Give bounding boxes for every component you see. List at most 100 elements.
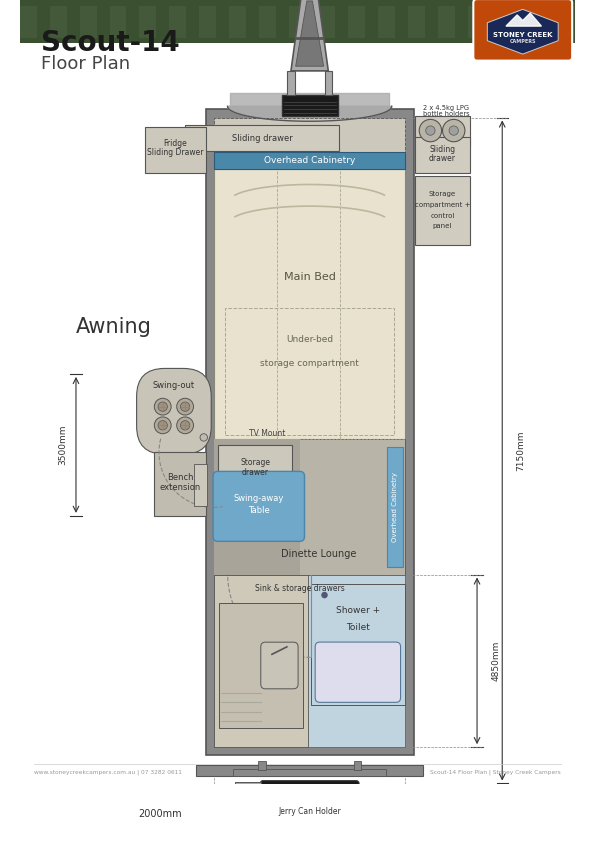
Bar: [218, 445, 292, 494]
Bar: [196, 764, 423, 776]
FancyBboxPatch shape: [260, 780, 359, 807]
Bar: [259, 6, 275, 38]
Text: storage compartment: storage compartment: [260, 359, 359, 368]
Bar: [558, 6, 574, 38]
Bar: [348, 6, 365, 38]
FancyBboxPatch shape: [315, 642, 400, 702]
Bar: [438, 6, 455, 38]
Text: 3500mm: 3500mm: [58, 425, 67, 465]
Bar: [497, 6, 514, 38]
Bar: [287, 71, 295, 95]
Text: 7150mm: 7150mm: [516, 431, 525, 471]
FancyBboxPatch shape: [213, 472, 305, 542]
Circle shape: [443, 119, 465, 142]
Text: Floor Plan: Floor Plan: [40, 55, 130, 73]
Text: Sliding: Sliding: [430, 145, 456, 154]
Text: 2000mm: 2000mm: [139, 809, 182, 819]
Text: Overhead Cabinetry: Overhead Cabinetry: [264, 156, 355, 165]
Circle shape: [200, 434, 208, 442]
Text: Sliding Drawer: Sliding Drawer: [147, 149, 203, 157]
Circle shape: [449, 126, 458, 135]
Bar: [219, 602, 303, 728]
Text: 2 x 4.5kg LPG: 2 x 4.5kg LPG: [423, 105, 469, 111]
Text: Awning: Awning: [76, 317, 151, 337]
Bar: [139, 6, 156, 38]
Text: STONEY CREEK: STONEY CREEK: [493, 31, 553, 38]
Text: CAMPERS: CAMPERS: [509, 40, 536, 45]
Bar: [468, 6, 484, 38]
Bar: [229, 6, 246, 38]
Bar: [214, 118, 405, 153]
Text: Sink & storage drawers: Sink & storage drawers: [255, 584, 345, 593]
Circle shape: [321, 592, 328, 598]
Bar: [214, 439, 300, 574]
FancyBboxPatch shape: [137, 368, 211, 454]
Bar: [50, 6, 67, 38]
Text: Swing-out: Swing-out: [153, 381, 195, 389]
Bar: [235, 781, 261, 806]
Text: Scout-14 Floor Plan | Stoney Creek Campers: Scout-14 Floor Plan | Stoney Creek Campe…: [430, 770, 561, 775]
Bar: [20, 0, 575, 43]
FancyBboxPatch shape: [261, 643, 298, 689]
Bar: [324, 71, 332, 95]
Text: Sliding drawer: Sliding drawer: [231, 134, 292, 142]
Bar: [109, 6, 126, 38]
Bar: [214, 439, 405, 574]
Text: Jerry Can Holder: Jerry Can Holder: [278, 807, 341, 816]
Text: TV Mount: TV Mount: [249, 429, 286, 438]
Text: control: control: [430, 213, 455, 219]
Text: compartment +: compartment +: [415, 203, 470, 209]
Bar: [318, 6, 335, 38]
Circle shape: [426, 126, 435, 135]
Bar: [214, 574, 405, 747]
Text: 4850mm: 4850mm: [491, 641, 500, 681]
Bar: [408, 6, 425, 38]
Text: www.stoneycreekcampers.com.au | 07 3282 0611: www.stoneycreekcampers.com.au | 07 3282 …: [34, 770, 182, 775]
Text: Shower +: Shower +: [336, 606, 380, 615]
Bar: [226, 308, 394, 435]
Bar: [199, 6, 216, 38]
Bar: [587, 6, 595, 38]
Text: Table: Table: [248, 505, 270, 515]
Bar: [206, 109, 414, 755]
Text: Swing-away: Swing-away: [234, 495, 284, 504]
Polygon shape: [506, 13, 541, 26]
Text: Overhead Cabinetry: Overhead Cabinetry: [392, 472, 398, 542]
Bar: [415, 177, 469, 246]
Text: drawer: drawer: [429, 154, 456, 163]
Bar: [195, 464, 208, 506]
Polygon shape: [227, 106, 392, 121]
Bar: [145, 127, 206, 173]
Text: Storage: Storage: [429, 191, 456, 197]
Bar: [281, 95, 337, 116]
Bar: [214, 169, 405, 439]
Bar: [154, 452, 206, 516]
Text: Toilet: Toilet: [346, 623, 370, 632]
Text: Scout-14: Scout-14: [40, 29, 179, 57]
Text: Fridge: Fridge: [164, 139, 187, 148]
Text: Under-bed: Under-bed: [286, 335, 333, 344]
Bar: [185, 125, 339, 151]
Bar: [233, 769, 386, 776]
Polygon shape: [291, 0, 328, 71]
Bar: [80, 6, 96, 38]
Circle shape: [154, 417, 171, 434]
Text: Storage: Storage: [240, 458, 270, 467]
Bar: [387, 447, 403, 567]
Bar: [289, 6, 305, 38]
Text: drawer: drawer: [242, 468, 268, 478]
Circle shape: [180, 402, 190, 411]
Text: Dinette Lounge: Dinette Lounge: [281, 549, 356, 559]
Bar: [169, 6, 186, 38]
Circle shape: [419, 119, 441, 142]
Bar: [214, 118, 405, 747]
Bar: [353, 761, 361, 770]
Bar: [214, 574, 308, 747]
Bar: [20, 6, 37, 38]
Bar: [527, 6, 544, 38]
Bar: [415, 116, 469, 145]
Bar: [214, 152, 405, 169]
Polygon shape: [296, 1, 324, 66]
Circle shape: [154, 399, 171, 415]
Circle shape: [177, 399, 193, 415]
